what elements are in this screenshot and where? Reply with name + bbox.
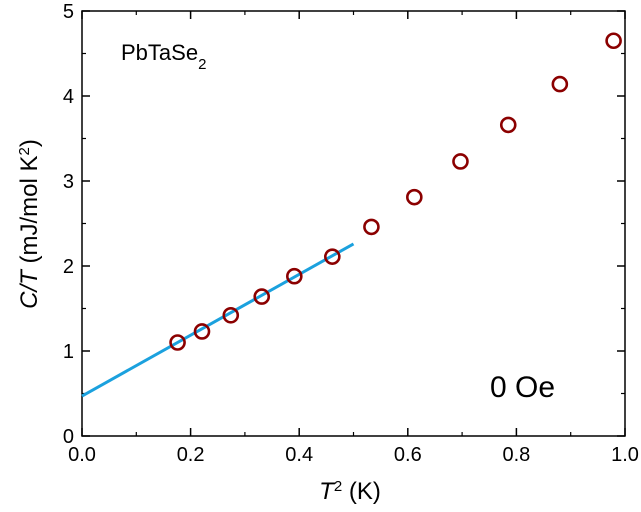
- x-tick-label: 0.6: [394, 444, 422, 466]
- data-point: [222, 306, 240, 324]
- data-point: [363, 218, 380, 236]
- x-tick-label: 0.4: [285, 444, 313, 466]
- data-point: [193, 323, 211, 340]
- fit-lines: [81, 242, 355, 398]
- y-tick-label: 2: [63, 256, 74, 278]
- data-point: [169, 334, 186, 351]
- x-axis-title: T2 (K): [319, 478, 381, 506]
- data-point: [605, 32, 622, 50]
- data-point: [499, 116, 517, 134]
- field-label: 0 Oe: [490, 371, 555, 404]
- y-tick-label: 3: [63, 171, 74, 193]
- data-point: [452, 153, 469, 170]
- data-point: [324, 248, 341, 265]
- data-point: [286, 267, 303, 285]
- y-axis-title: C/T (mJ/mol K2): [16, 139, 44, 309]
- y-axis: 0 1 2 3 4 5: [63, 1, 625, 448]
- x-tick-label: 1.0: [611, 444, 639, 466]
- y-tick-label: 1: [63, 341, 74, 363]
- data-point: [551, 75, 569, 93]
- y-tick-label: 5: [63, 1, 74, 23]
- x-tick-label: 0.8: [502, 444, 530, 466]
- linear-fit-line: [81, 242, 355, 398]
- x-axis: 0.0 0.2 0.4 0.6 0.8 1.0: [68, 11, 639, 466]
- data-markers: [169, 32, 622, 351]
- x-tick-label: 0.2: [177, 444, 205, 466]
- y-tick-label: 0: [63, 426, 74, 448]
- x-tick-label: 0.0: [68, 444, 96, 466]
- y-tick-label: 4: [63, 86, 74, 108]
- data-point: [253, 288, 271, 305]
- sample-label: PbTaSe2: [121, 40, 206, 73]
- data-point: [406, 188, 423, 206]
